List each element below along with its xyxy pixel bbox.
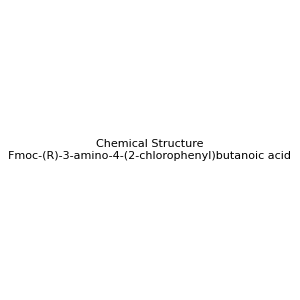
Text: Chemical Structure
Fmoc-(R)-3-amino-4-(2-chlorophenyl)butanoic acid: Chemical Structure Fmoc-(R)-3-amino-4-(2…	[8, 139, 292, 161]
